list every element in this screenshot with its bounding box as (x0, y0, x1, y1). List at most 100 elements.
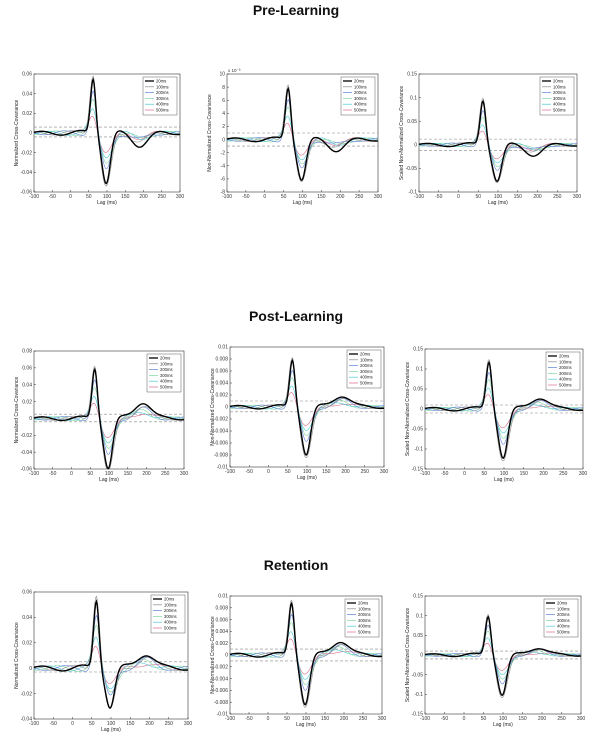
y-axis-label: Non-Normalized Cross-Covariance (207, 94, 213, 172)
x-tick-label: 100 (107, 721, 116, 727)
x-tick-label: -100 (420, 716, 430, 722)
legend-label-500ms: 500ms (557, 630, 570, 635)
y-tick-label: -4 (221, 163, 226, 169)
legend-label-500ms: 500ms (354, 108, 367, 113)
x-tick-label: 250 (161, 471, 170, 477)
legend-label-400ms: 400ms (160, 379, 173, 384)
legend-label-300ms: 300ms (360, 369, 373, 374)
x-tick-label: 100 (494, 194, 503, 200)
x-axis-label: Lag (ms) (493, 722, 513, 728)
y-tick-label: 0.02 (22, 641, 32, 647)
x-tick-label: 100 (302, 716, 311, 722)
legend-label-100ms: 100ms (354, 84, 367, 89)
legend-label-300ms: 300ms (557, 618, 570, 623)
x-tick-label: -50 (242, 194, 249, 200)
x-tick-label: -100 (414, 194, 424, 200)
x-tick-label: 0 (457, 194, 460, 200)
x-axis-label: Lag (ms) (296, 722, 316, 728)
y-axis-label: Scaled Non-Normalized Cross-Covariance (405, 608, 411, 702)
y-tick-label: 0.15 (407, 72, 417, 78)
x-tick-label: 0 (70, 471, 73, 477)
x-tick-label: 150 (126, 721, 135, 727)
x-tick-label: 300 (176, 194, 185, 200)
legend-label-400ms: 400ms (358, 624, 371, 629)
series-line-200ms (33, 614, 189, 696)
y-tick-label: 0.04 (22, 382, 32, 388)
y-tick-label: 0.01 (218, 345, 228, 351)
x-tick-label: 50 (284, 716, 290, 722)
y-tick-label: -0.006 (214, 688, 228, 694)
y-tick-label: 0.06 (22, 590, 32, 596)
chart-panel-6: -100 -50 0 50 100 150 200 250 300 0.15 0.1 0.05 0 -0.… (405, 347, 587, 483)
x-axis-label: Lag (ms) (99, 477, 119, 483)
legend-label-20ms: 20ms (358, 601, 368, 606)
y-tick-label: -0.1 (408, 190, 417, 196)
legend-label-300ms: 300ms (160, 373, 173, 378)
chart-panel-8: -100 -50 0 50 100 150 200 250 300 0.01 0.008 0.006 0… (210, 594, 386, 728)
legend-label-20ms: 20ms (354, 79, 364, 84)
y-axis-label: Scaled Non-Normalized Cross-Covariance (399, 86, 405, 180)
x-tick-label: 0 (267, 716, 270, 722)
y-tick-label: 0.006 (215, 617, 228, 623)
x-tick-label: 300 (380, 469, 389, 475)
x-tick-label: -50 (245, 716, 252, 722)
x-tick-label: 250 (359, 716, 368, 722)
y-tick-label: 0.002 (215, 393, 228, 399)
x-tick-label: 200 (533, 194, 542, 200)
x-tick-label: 0 (267, 469, 270, 475)
series-line-300ms (424, 630, 582, 680)
y-tick-label: 0.002 (215, 641, 228, 647)
legend-label-100ms: 100ms (156, 84, 169, 89)
y-tick-label: 0.05 (413, 633, 423, 639)
series-line-20ms (226, 86, 379, 182)
chart-panel-2: -100 -50 0 50 100 150 200 250 300 10 8 6 4 2 0 -2 -4 -6 -8… (207, 68, 382, 206)
legend-label-200ms: 200ms (354, 90, 367, 95)
y-tick-label: -0.15 (412, 712, 424, 718)
x-tick-label: -100 (225, 716, 235, 722)
legend-label-200ms: 200ms (360, 363, 373, 368)
chart-panel-4: -100 -50 0 50 100 150 200 250 300 0.08 0.06 0.04 0.0… (14, 349, 188, 483)
legend-label-500ms: 500ms (358, 630, 371, 635)
x-tick-label: 200 (538, 716, 547, 722)
y-tick-label: -0.05 (412, 672, 424, 678)
x-tick-label: 150 (317, 194, 326, 200)
axis-exponent: x 10⁻³ (228, 68, 241, 73)
x-tick-label: -100 (29, 194, 39, 200)
y-tick-label: 0.004 (215, 629, 228, 635)
series-line-200ms (33, 379, 185, 455)
x-tick-label: 150 (514, 194, 523, 200)
x-tick-label: 0 (71, 721, 74, 727)
y-tick-label: 0 (225, 405, 228, 411)
y-tick-label: 0.008 (215, 606, 228, 612)
y-tick-label: -0.05 (406, 166, 418, 172)
y-tick-label: 0.08 (22, 349, 32, 355)
x-tick-label: 300 (577, 716, 586, 722)
series-line-20ms (418, 99, 578, 183)
y-tick-label: 0.06 (22, 72, 32, 78)
section-title-post-learning: Post-Learning (248, 308, 344, 324)
series-line-20ms (229, 601, 383, 706)
x-tick-label: -50 (435, 194, 442, 200)
y-tick-label: -0.06 (21, 190, 33, 196)
y-tick-label: -0.02 (21, 433, 33, 439)
series-line-400ms (226, 115, 379, 161)
legend-label-400ms: 400ms (360, 375, 373, 380)
x-tick-label: -50 (246, 469, 253, 475)
y-tick-label: 0.01 (218, 594, 228, 600)
legend-label-400ms: 400ms (156, 102, 169, 107)
x-tick-label: 50 (87, 471, 93, 477)
series-line-400ms (33, 395, 185, 444)
y-tick-label: -0.008 (214, 700, 228, 706)
series-line-300ms (424, 379, 584, 439)
x-tick-label: 250 (557, 716, 566, 722)
y-tick-label: 10 (219, 72, 225, 78)
x-tick-label: 50 (86, 194, 92, 200)
series-line-200ms (226, 98, 379, 169)
legend-label-500ms: 500ms (553, 108, 566, 113)
series-line-200ms (424, 624, 582, 685)
y-tick-label: 0 (222, 137, 225, 143)
x-tick-label: 100 (303, 469, 312, 475)
